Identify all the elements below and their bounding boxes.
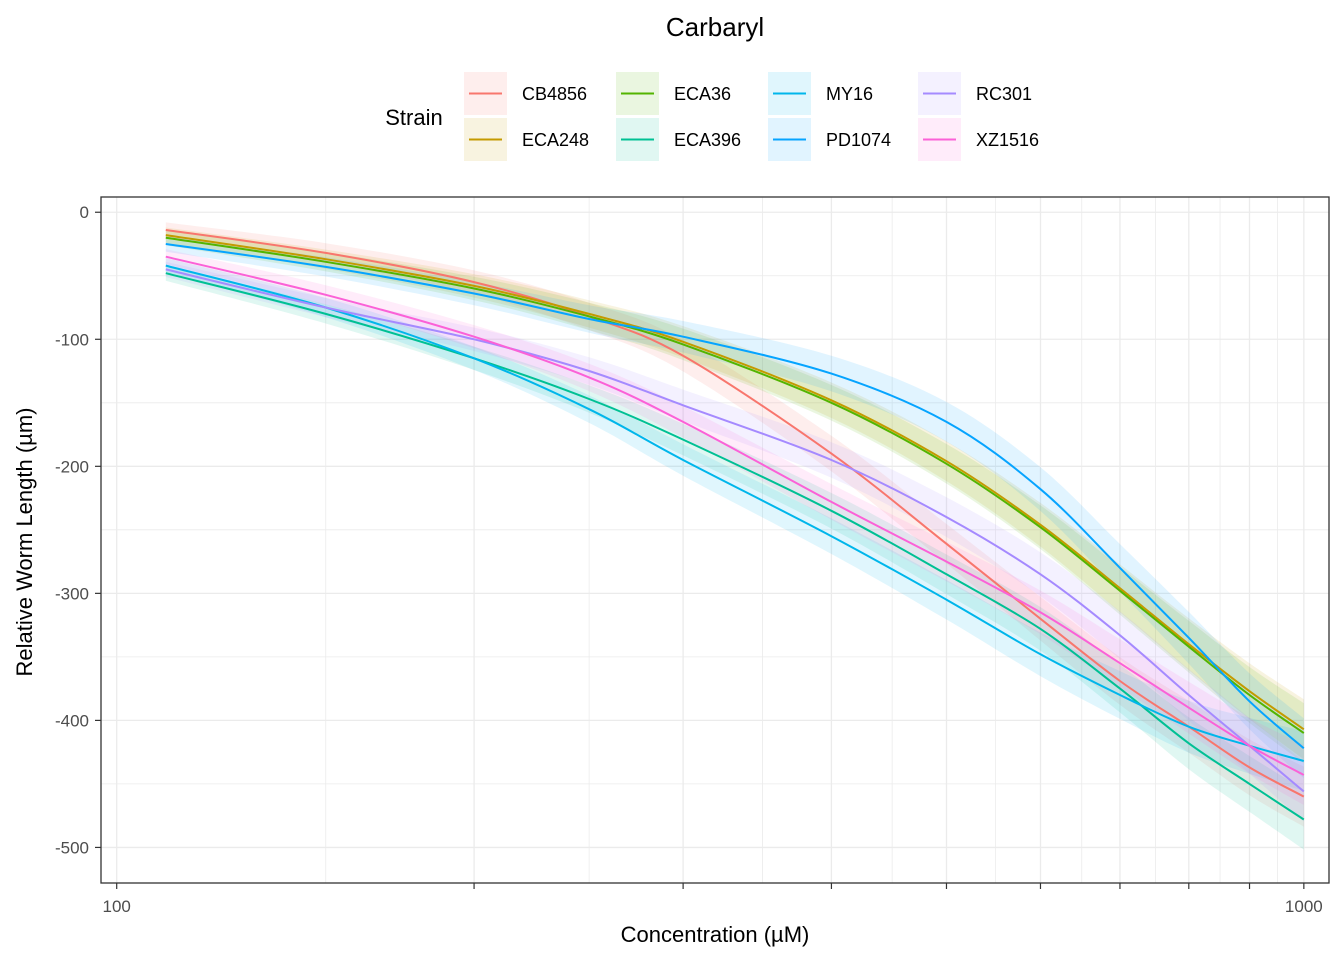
y-tick-label: -500 bbox=[55, 838, 89, 857]
band-MY16 bbox=[165, 258, 1304, 791]
major-gridlines bbox=[101, 197, 1329, 883]
series-ECA248 bbox=[165, 234, 1305, 731]
legend-item-XZ1516: XZ1516 bbox=[918, 118, 1039, 161]
y-tick-label: -300 bbox=[55, 584, 89, 603]
y-tick-label: 0 bbox=[80, 203, 89, 222]
legend-item-CB4856: CB4856 bbox=[464, 72, 587, 115]
series-lines bbox=[165, 229, 1305, 821]
plot-background bbox=[101, 197, 1329, 883]
x-tick-label: 100 bbox=[103, 897, 131, 916]
y-axis-label: Relative Worm Length (µm) bbox=[12, 407, 37, 676]
legend-label-CB4856: CB4856 bbox=[522, 84, 587, 104]
x-axis-label: Concentration (µM) bbox=[621, 922, 810, 947]
series-MY16 bbox=[165, 264, 1305, 762]
legend-label-MY16: MY16 bbox=[826, 84, 873, 104]
series-XZ1516 bbox=[165, 255, 1305, 776]
legend-label-ECA36: ECA36 bbox=[674, 84, 731, 104]
legend-label-ECA396: ECA396 bbox=[674, 130, 741, 150]
series-RC301 bbox=[165, 268, 1305, 793]
legend-title: Strain bbox=[385, 105, 442, 130]
band-PD1074 bbox=[165, 236, 1304, 779]
axis-ticks bbox=[95, 211, 1305, 889]
plot-border bbox=[100, 196, 1330, 884]
legend: CB4856 ECA248 ECA36 ECA396 MY16 PD1074 RC301 XZ… bbox=[464, 72, 1039, 161]
legend-label-ECA248: ECA248 bbox=[522, 130, 589, 150]
legend-item-PD1074: PD1074 bbox=[768, 118, 891, 161]
minor-gridlines bbox=[101, 197, 1329, 883]
legend-item-ECA248: ECA248 bbox=[464, 118, 589, 161]
series-ECA36 bbox=[165, 236, 1305, 734]
y-tick-label: -400 bbox=[55, 711, 89, 730]
legend-item-MY16: MY16 bbox=[768, 72, 873, 115]
confidence-bands bbox=[165, 222, 1304, 850]
series-ECA396 bbox=[165, 272, 1305, 821]
y-tick-label: -200 bbox=[55, 457, 89, 476]
series-PD1074 bbox=[165, 243, 1305, 750]
legend-item-ECA36: ECA36 bbox=[616, 72, 731, 115]
legend-item-ECA396: ECA396 bbox=[616, 118, 741, 161]
legend-item-RC301: RC301 bbox=[918, 72, 1032, 115]
axis-tick-labels: 100 1000 0 -100 -200 -300 -400 -500 bbox=[55, 203, 1323, 916]
x-tick-label: 1000 bbox=[1285, 897, 1323, 916]
legend-label-RC301: RC301 bbox=[976, 84, 1032, 104]
chart-title: Carbaryl bbox=[666, 12, 764, 42]
legend-label-XZ1516: XZ1516 bbox=[976, 130, 1039, 150]
legend-label-PD1074: PD1074 bbox=[826, 130, 891, 150]
y-tick-label: -100 bbox=[55, 330, 89, 349]
series-CB4856 bbox=[165, 229, 1305, 798]
